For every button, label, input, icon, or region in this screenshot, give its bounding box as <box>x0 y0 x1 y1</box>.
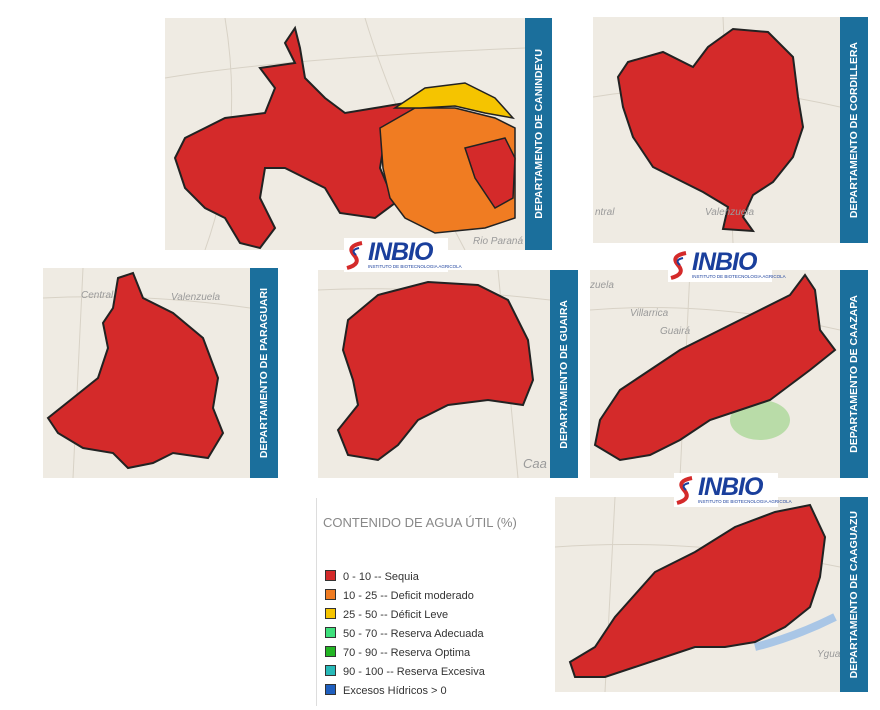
legend-label: 50 - 70 -- Reserva Adecuada <box>343 628 484 640</box>
legend-title: CONTENIDO DE AGUA ÚTIL (%) <box>323 515 517 530</box>
logo-icon <box>676 476 693 505</box>
map-shapes <box>318 270 550 478</box>
department-label: DEPARTAMENTO DE CANINDEYU <box>525 18 552 250</box>
map-caazapa: Villarrica Guairá zuela <box>590 270 840 478</box>
place-label: Central <box>81 290 114 301</box>
legend-item: 50 - 70 -- Reserva Adecuada <box>325 627 484 640</box>
legend-label: Excesos Hídricos > 0 <box>343 685 447 697</box>
logo-subtitle: INSTITUTO DE BIOTECNOLOGIA AGRICOLA <box>698 499 792 504</box>
place-label: ntral <box>595 207 615 218</box>
legend-item: 25 - 50 -- Déficit Leve <box>325 608 448 621</box>
department-label: DEPARTAMENTO DE CORDILLERA <box>840 17 868 243</box>
department-label: DEPARTAMENTO DE GUAIRA <box>550 270 578 478</box>
legend-swatch <box>325 608 336 619</box>
legend-item: 90 - 100 -- Reserva Excesiva <box>325 665 485 678</box>
logo-subtitle: INSTITUTO DE BIOTECNOLOGIA AGRICOLA <box>692 274 786 279</box>
map-shapes <box>555 497 840 692</box>
legend-label: 10 - 25 -- Deficit moderado <box>343 590 474 602</box>
place-label: zuela <box>590 280 614 291</box>
map-shapes <box>43 268 250 478</box>
legend-label: 70 - 90 -- Reserva Optima <box>343 647 471 659</box>
place-label: Ygua <box>817 649 840 660</box>
place-label: Guairá <box>660 326 691 337</box>
legend-swatch <box>325 684 336 695</box>
logo: INBIO INSTITUTO DE BIOTECNOLOGIA AGRICOLA <box>344 238 462 272</box>
legend-item: Excesos Hídricos > 0 <box>325 684 447 697</box>
legend-label: 0 - 10 -- Sequia <box>343 571 419 583</box>
legend-swatch <box>325 646 336 657</box>
logo-subtitle: INSTITUTO DE BIOTECNOLOGIA AGRICOLA <box>368 264 462 269</box>
place-label: Rio Paraná <box>473 236 524 247</box>
logo-name: INBIO <box>692 248 757 276</box>
legend-swatch <box>325 627 336 638</box>
place-label: Valenzuela <box>171 292 221 303</box>
legend-swatch <box>325 665 336 676</box>
legend-item: 70 - 90 -- Reserva Optima <box>325 646 470 659</box>
legend-item: 0 - 10 -- Sequia <box>325 570 419 583</box>
logo-name: INBIO <box>368 238 433 266</box>
legend-swatch <box>325 589 336 600</box>
map-caaguazu: Ygua <box>555 497 840 692</box>
logo-icon <box>670 251 687 280</box>
legend-item: 10 - 25 -- Deficit moderado <box>325 589 474 602</box>
department-label: DEPARTAMENTO DE PARAGUARI <box>250 268 278 478</box>
place-label: Villarrica <box>630 308 669 319</box>
legend-label: 90 - 100 -- Reserva Excesiva <box>343 666 485 678</box>
map-cordillera: Valenzuela ntral <box>593 17 840 243</box>
legend: CONTENIDO DE AGUA ÚTIL (%) 0 - 10 -- Seq… <box>316 498 547 706</box>
map-shapes <box>593 17 840 243</box>
map-paraguari: Central Valenzuela <box>43 268 250 478</box>
place-label: Caa <box>523 456 547 471</box>
legend-label: 25 - 50 -- Déficit Leve <box>343 609 449 621</box>
map-shapes <box>165 18 525 250</box>
logo-icon <box>346 241 363 270</box>
map-guaira: Caa <box>318 270 550 478</box>
map-canindeyu: Rio Paraná <box>165 18 525 250</box>
logo-name: INBIO <box>698 473 763 501</box>
logo: INBIO INSTITUTO DE BIOTECNOLOGIA AGRICOLA <box>668 248 786 282</box>
department-label: DEPARTAMENTO DE CAAZAPA <box>840 270 868 478</box>
map-shapes <box>590 270 840 478</box>
logo: INBIO INSTITUTO DE BIOTECNOLOGIA AGRICOLA <box>674 473 792 507</box>
place-label: Valenzuela <box>705 207 755 218</box>
department-label: DEPARTAMENTO DE CAAGUAZU <box>840 497 868 692</box>
legend-swatch <box>325 570 336 581</box>
